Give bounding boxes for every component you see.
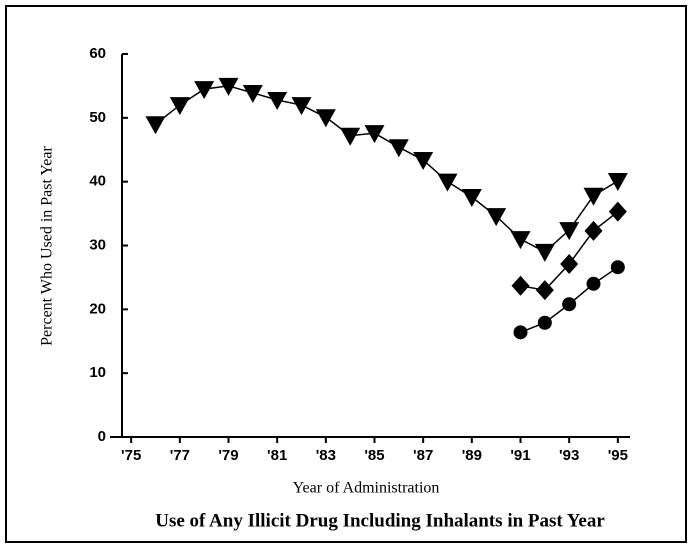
marker: [364, 125, 385, 144]
y-tick-label: 20: [89, 300, 106, 317]
marker: [583, 187, 604, 206]
y-tick-label: 0: [98, 428, 106, 445]
marker: [534, 243, 555, 262]
marker: [535, 280, 554, 301]
marker: [559, 222, 580, 241]
marker: [513, 325, 528, 340]
x-tick-label: '77: [170, 447, 190, 464]
y-tick-label: 60: [89, 45, 106, 62]
x-tick-label: '83: [316, 447, 336, 464]
x-tick-label: '89: [462, 447, 482, 464]
marker: [291, 97, 312, 116]
series-line: [155, 85, 619, 253]
x-tick-label: '79: [218, 447, 238, 464]
chart-title: Use of Any Illicit Drug Including Inhala…: [155, 510, 605, 531]
marker: [413, 151, 434, 170]
x-tick-label: '93: [559, 447, 579, 464]
frame: [5, 5, 687, 543]
marker: [218, 77, 239, 96]
y-tick-label: 10: [89, 364, 106, 381]
x-tick-label: '91: [510, 447, 530, 464]
marker: [584, 220, 603, 241]
x-tick-label: '85: [364, 447, 384, 464]
marker: [194, 81, 215, 100]
y-tick-label: 50: [89, 109, 106, 126]
x-tick-label: '87: [413, 447, 433, 464]
marker: [145, 116, 166, 135]
marker: [461, 188, 482, 207]
marker: [607, 173, 628, 192]
x-tick-label: '95: [608, 447, 628, 464]
marker: [510, 231, 531, 250]
marker: [340, 127, 361, 146]
marker: [267, 91, 288, 110]
marker: [562, 297, 577, 312]
marker: [242, 84, 263, 103]
marker: [169, 97, 190, 116]
x-tick-label: '75: [121, 447, 141, 464]
marker: [586, 276, 601, 291]
marker: [537, 315, 552, 330]
marker: [560, 254, 579, 275]
marker: [315, 109, 336, 128]
marker: [437, 173, 458, 192]
x-tick-label: '81: [267, 447, 287, 464]
marker: [486, 208, 507, 227]
marker: [610, 260, 625, 275]
y-tick-label: 30: [89, 236, 106, 253]
marker: [388, 139, 409, 158]
marker: [608, 201, 627, 222]
y-axis-label: Percent Who Used in Past Year: [39, 145, 56, 345]
y-tick-label: 40: [89, 173, 106, 190]
x-axis-label: Year of Administration: [293, 480, 440, 497]
marker: [511, 275, 530, 296]
